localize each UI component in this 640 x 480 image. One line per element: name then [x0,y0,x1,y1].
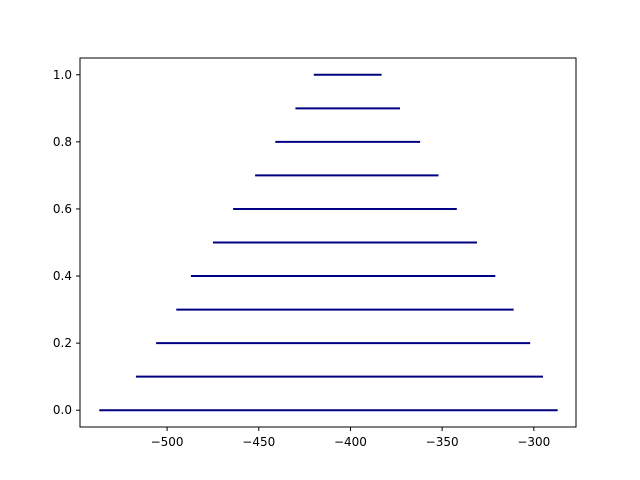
x-axis-ticks: −500 −450 −400 −350 −300 [151,427,550,449]
x-tick-label: −300 [517,435,550,449]
segment-group [99,73,558,412]
y-tick-label: 0.6 [53,202,72,216]
y-axis-ticks: 0.0 0.2 0.4 0.6 0.8 1.0 [53,68,80,417]
y-tick-label: 0.8 [53,135,72,149]
x-tick-label: −500 [151,435,184,449]
y-tick-label: 0.0 [53,403,72,417]
x-tick-label: −450 [242,435,275,449]
y-tick-label: 1.0 [53,68,72,82]
y-tick-label: 0.4 [53,269,72,283]
x-tick-label: −400 [334,435,367,449]
x-tick-label: −350 [426,435,459,449]
plot-frame [79,57,577,428]
y-tick-label: 0.2 [53,336,72,350]
